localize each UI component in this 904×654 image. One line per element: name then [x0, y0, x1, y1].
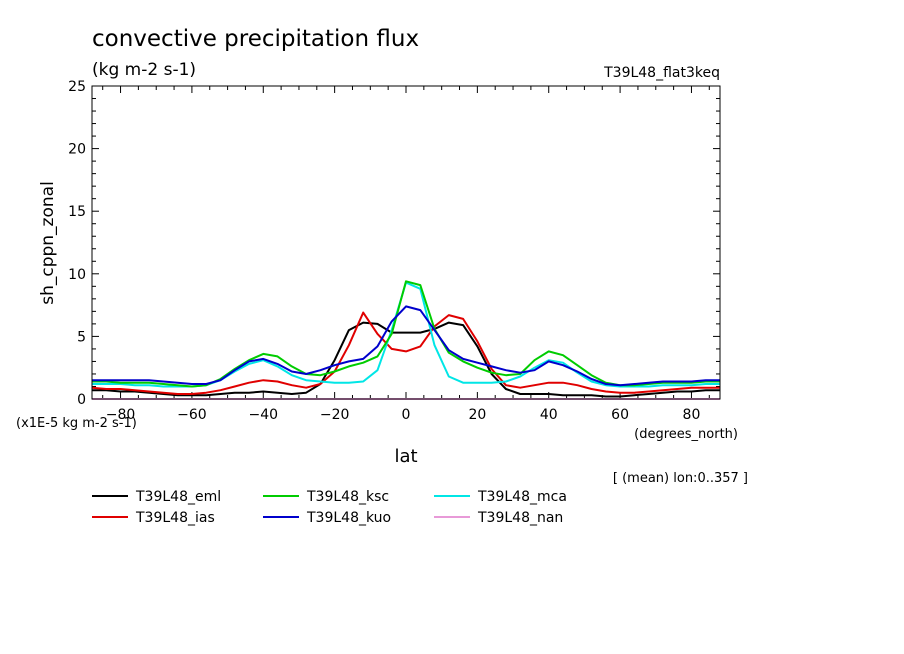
averaging-note: [ (mean) lon:0..357 ]	[613, 471, 748, 486]
x-tick-label: −60	[177, 407, 207, 423]
y-tick-label: 15	[68, 204, 86, 220]
plot-area: −80 −60 −40 −20 0 20 40 60 80 0 5 10 15 20 25	[68, 79, 720, 423]
x-tick-label: 40	[540, 407, 558, 423]
scale-note: (x1E-5 kg m-2 s-1)	[16, 416, 137, 431]
chart-units: (kg m-2 s-1)	[92, 60, 196, 80]
x-tick-label: 20	[468, 407, 486, 423]
x-tick-label: −40	[248, 407, 278, 423]
y-tick-label: 10	[68, 267, 86, 283]
x-tick-label: 0	[402, 407, 411, 423]
y-tick-label: 5	[77, 329, 86, 345]
y-tick-label: 20	[68, 142, 86, 158]
y-tick-label: 25	[68, 79, 86, 95]
legend-label: T39L48_nan	[477, 510, 563, 526]
chart-title: convective precipitation flux	[92, 26, 419, 52]
x-tick-label: −20	[320, 407, 350, 423]
legend-label: T39L48_kuo	[306, 510, 391, 526]
x-tick-label: 80	[683, 407, 701, 423]
legend-label: T39L48_eml	[135, 489, 221, 505]
legend-label: T39L48_ias	[135, 510, 215, 526]
legend-label: T39L48_mca	[477, 489, 567, 505]
y-axis-label: sh_cppn_zonal	[38, 181, 58, 305]
run-label: T39L48_flat3keq	[603, 65, 720, 81]
x-axis-units: (degrees_north)	[634, 427, 738, 442]
x-tick-label: −80	[106, 407, 136, 423]
x-tick-label: 60	[611, 407, 629, 423]
y-tick-label: 0	[77, 392, 86, 408]
series-line-t39l48-ias	[91, 311, 720, 395]
series-line-t39l48-eml	[92, 321, 720, 398]
legend: T39L48_eml T39L48_ias T39L48_ksc T39L48_kuo…	[92, 489, 567, 526]
series-line-t39l48-kuo	[92, 305, 720, 387]
plot-frame	[91, 85, 721, 400]
x-axis-label: lat	[394, 446, 417, 467]
legend-label: T39L48_ksc	[306, 489, 389, 505]
